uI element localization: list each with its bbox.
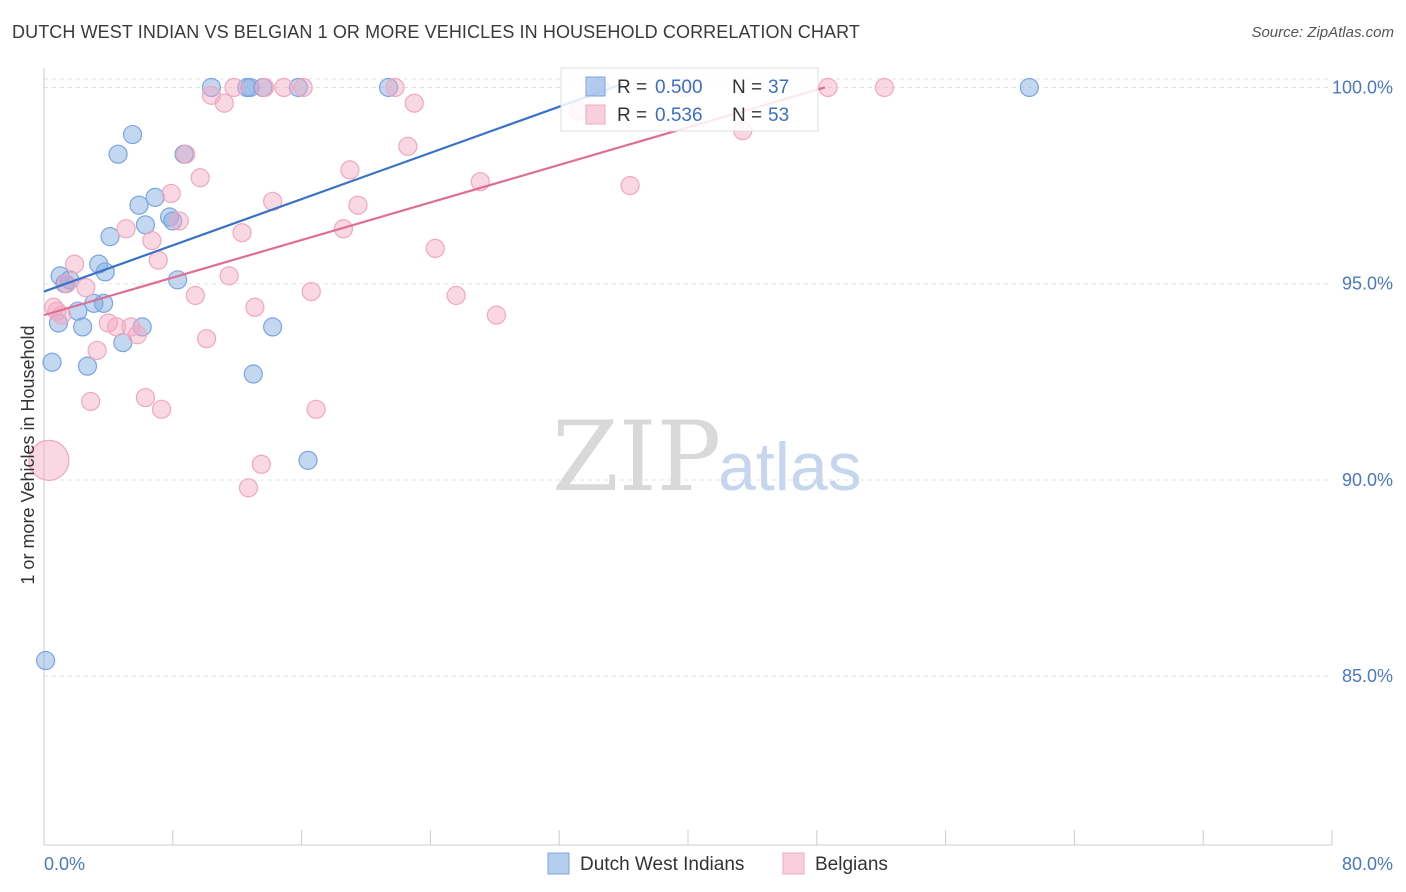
point-belgians bbox=[348, 195, 368, 215]
series-legend-label: Dutch West Indians bbox=[580, 854, 744, 875]
watermark-atlas: atlas bbox=[718, 429, 862, 505]
point-belgians bbox=[293, 77, 313, 98]
point-dutch-west-indians bbox=[42, 352, 62, 372]
point-belgians bbox=[116, 219, 136, 239]
y-axis-label: 1 or more Vehicles in Household bbox=[18, 325, 38, 584]
point-belgians bbox=[398, 136, 418, 156]
data-points bbox=[28, 77, 1039, 671]
series-legend: Dutch West Indians Belgians bbox=[547, 852, 888, 875]
y-tick-label: 95.0% bbox=[1342, 274, 1393, 294]
point-dutch-west-indians bbox=[298, 450, 318, 470]
y-tick-label: 100.0% bbox=[1332, 77, 1393, 97]
point-belgians bbox=[254, 77, 275, 98]
chart-title: DUTCH WEST INDIAN VS BELGIAN 1 OR MORE V… bbox=[12, 22, 860, 42]
point-belgians bbox=[306, 399, 326, 419]
point-belgians bbox=[76, 278, 96, 298]
y-tick-label: 90.0% bbox=[1342, 470, 1393, 490]
x-tick-label: 0.0% bbox=[44, 854, 85, 874]
stats-r-label: R = bbox=[617, 105, 647, 126]
y-tick-label: 85.0% bbox=[1342, 666, 1393, 686]
point-dutch-west-indians bbox=[201, 77, 222, 98]
point-belgians bbox=[121, 317, 141, 337]
point-dutch-west-indians bbox=[145, 187, 165, 207]
point-belgians bbox=[214, 93, 234, 113]
point-dutch-west-indians bbox=[263, 317, 283, 337]
point-dutch-west-indians bbox=[108, 144, 128, 164]
trend-line-dutch-west-indians bbox=[43, 82, 624, 293]
stats-r-value: 0.500 bbox=[655, 77, 703, 98]
stats-n-value: 53 bbox=[768, 105, 789, 126]
point-belgians bbox=[245, 297, 265, 317]
x-tick-labels: 0.0% 80.0% bbox=[44, 854, 1393, 874]
point-belgians bbox=[301, 281, 321, 302]
stats-n-value: 37 bbox=[768, 77, 789, 98]
chart-source: Source: ZipAtlas.com bbox=[1251, 24, 1394, 41]
point-belgians bbox=[385, 77, 405, 98]
point-belgians bbox=[219, 266, 239, 286]
watermark-zip: ZIP bbox=[552, 401, 721, 513]
point-dutch-west-indians bbox=[77, 356, 98, 376]
point-belgians bbox=[81, 391, 101, 412]
point-belgians bbox=[87, 340, 107, 361]
point-belgians bbox=[28, 439, 70, 481]
point-belgians bbox=[446, 285, 466, 306]
point-belgians bbox=[190, 168, 210, 188]
point-belgians bbox=[818, 77, 838, 98]
grid-lines bbox=[44, 78, 1332, 677]
point-belgians bbox=[274, 77, 294, 98]
point-dutch-west-indians bbox=[73, 317, 93, 337]
point-dutch-west-indians bbox=[163, 211, 183, 231]
point-dutch-west-indians bbox=[378, 77, 399, 98]
point-belgians bbox=[620, 176, 640, 196]
point-belgians bbox=[404, 93, 424, 113]
point-belgians bbox=[486, 305, 507, 325]
point-belgians bbox=[169, 211, 189, 231]
stats-legend-swatch bbox=[585, 104, 606, 125]
point-belgians bbox=[197, 329, 217, 349]
y-tick-labels: 85.0% 90.0% 95.0% 100.0% bbox=[1332, 77, 1393, 686]
point-belgians bbox=[340, 160, 360, 180]
point-belgians bbox=[151, 399, 172, 419]
point-belgians bbox=[251, 454, 271, 474]
point-dutch-west-indians bbox=[89, 254, 109, 274]
point-dutch-west-indians bbox=[122, 124, 143, 145]
x-tick-label: 80.0% bbox=[1342, 854, 1393, 874]
stats-n-label: N = bbox=[732, 77, 762, 98]
stats-r-label: R = bbox=[617, 77, 647, 98]
point-belgians bbox=[224, 77, 244, 98]
stats-legend-swatch bbox=[585, 76, 606, 97]
point-belgians bbox=[238, 478, 259, 498]
point-belgians bbox=[127, 325, 147, 345]
point-belgians bbox=[106, 317, 127, 337]
point-dutch-west-indians bbox=[288, 77, 308, 98]
stats-n-label: N = bbox=[732, 105, 762, 126]
point-belgians bbox=[176, 144, 196, 164]
point-dutch-west-indians bbox=[1019, 77, 1039, 98]
stats-legend: R = 0.500 N = 37 R = 0.536 N = 53 bbox=[560, 67, 819, 132]
point-belgians bbox=[135, 387, 156, 408]
point-belgians bbox=[142, 230, 162, 251]
series-legend-label: Belgians bbox=[815, 854, 888, 875]
series-legend-swatch bbox=[782, 852, 805, 875]
point-dutch-west-indians bbox=[100, 227, 120, 247]
point-belgians bbox=[874, 77, 895, 98]
watermark: ZIP atlas bbox=[552, 401, 862, 513]
point-belgians bbox=[232, 223, 252, 243]
point-dutch-west-indians bbox=[129, 195, 149, 215]
series-legend-swatch bbox=[547, 852, 570, 875]
point-dutch-west-indians bbox=[243, 364, 263, 384]
point-dutch-west-indians bbox=[36, 650, 56, 671]
point-belgians bbox=[185, 285, 205, 306]
axes bbox=[43, 68, 1333, 846]
point-belgians bbox=[425, 238, 445, 258]
point-belgians bbox=[64, 254, 85, 274]
point-belgians bbox=[161, 183, 181, 204]
stats-r-value: 0.536 bbox=[655, 105, 703, 126]
